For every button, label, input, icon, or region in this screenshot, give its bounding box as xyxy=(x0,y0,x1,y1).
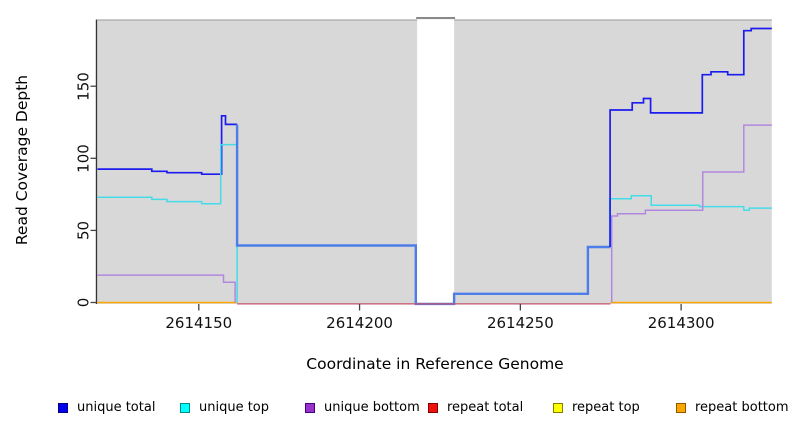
x-tick-label: 2614150 xyxy=(165,314,233,332)
x-tick-label: 2614250 xyxy=(486,314,554,332)
x-axis-title: Coordinate in Reference Genome xyxy=(306,355,564,373)
legend-item-unique-top: unique top xyxy=(180,400,269,415)
legend-item-repeat-total: repeat total xyxy=(428,400,523,415)
series-unique-bottom-left-line xyxy=(97,274,236,303)
legend-swatch-repeat-total xyxy=(428,402,438,413)
legend-item-repeat-top: repeat top xyxy=(553,400,640,415)
legend-swatch-unique-total xyxy=(58,402,68,413)
series-unique-top-right-line xyxy=(608,195,772,248)
y-tick-label: 150 xyxy=(74,71,93,101)
legend-label: unique bottom xyxy=(324,400,420,415)
legend-item-unique-total: unique total xyxy=(58,400,155,415)
legend-item-repeat-bottom: repeat bottom xyxy=(676,400,789,415)
series-unique-bottom-right-line xyxy=(610,124,772,303)
legend-swatch-unique-top xyxy=(180,402,190,413)
y-tick-label: 0 xyxy=(74,297,93,308)
y-axis-title: Read Coverage Depth xyxy=(13,74,31,246)
legend-label: repeat bottom xyxy=(695,400,789,415)
series-unique-top-left-line xyxy=(97,143,238,303)
legend-swatch-repeat-top xyxy=(553,402,563,413)
legend-label: unique total xyxy=(77,400,156,415)
series-unique-total-left-line xyxy=(97,114,238,176)
legend-label: repeat top xyxy=(572,400,640,415)
y-tick-label: 100 xyxy=(74,143,93,173)
y-tick-label: 50 xyxy=(74,220,93,240)
legend-swatch-unique-bottom xyxy=(305,402,315,413)
x-tick-label: 2614300 xyxy=(647,314,715,332)
legend-label: repeat total xyxy=(447,400,524,415)
legend-swatch-repeat-bottom xyxy=(676,402,686,413)
legend-label: unique top xyxy=(199,400,270,415)
legend-item-unique-bottom: unique bottom xyxy=(305,400,420,415)
series-unique-total-right-line xyxy=(609,27,772,247)
x-tick-label: 2614200 xyxy=(326,314,393,332)
masked-region-band xyxy=(417,19,455,304)
